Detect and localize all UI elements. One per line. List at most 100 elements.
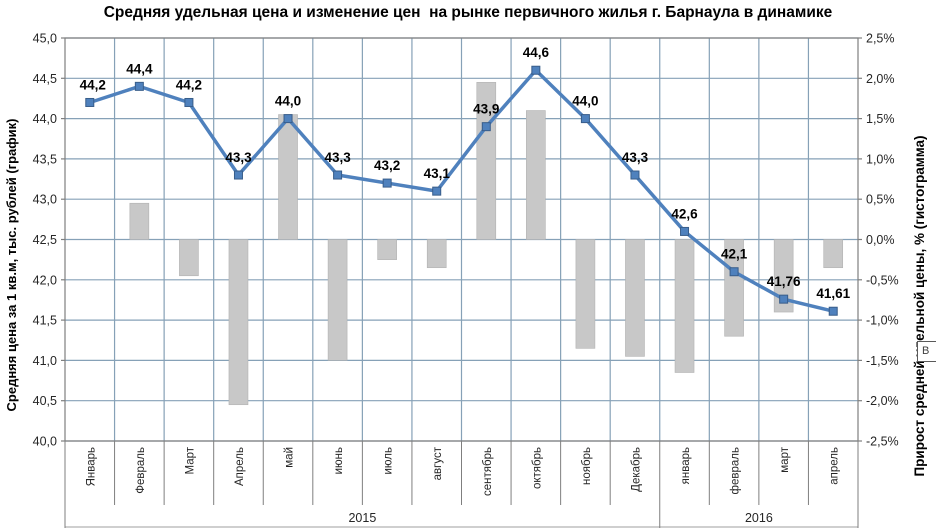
right-tick-label: 0,5% — [866, 193, 895, 207]
marker — [85, 97, 95, 107]
bar — [377, 239, 397, 260]
right-tick-label: 2,0% — [866, 72, 895, 86]
left-tick-label: 42,0 — [33, 273, 57, 287]
data-label: 43,2 — [374, 158, 400, 173]
month-label: апрель — [829, 447, 841, 485]
right-tick-label: -2,0% — [866, 394, 899, 408]
data-label: 43,3 — [622, 150, 649, 165]
data-label: 44,6 — [523, 45, 550, 60]
right-tick-label: 1,5% — [866, 112, 895, 126]
marker — [283, 114, 293, 124]
data-label: 41,61 — [816, 286, 850, 301]
month-label: июль — [383, 447, 395, 475]
category-separators — [64, 441, 859, 528]
axis-ticks — [61, 37, 862, 442]
marker — [531, 65, 541, 75]
left-tick-label: 42,5 — [33, 233, 57, 247]
data-label: 44,0 — [572, 94, 598, 109]
right-tick-labels: 2,5% 2,0% 1,5% 1,0% 0,5% 0,0% -0,5% -1,0% -1,5% -… — [866, 32, 899, 449]
year-label: 2016 — [745, 511, 773, 525]
bar — [278, 114, 298, 240]
data-label: 44,2 — [176, 77, 202, 92]
right-tick-label: -2,5% — [866, 435, 899, 449]
marker — [184, 97, 194, 107]
bar — [674, 239, 695, 373]
marker — [680, 226, 690, 236]
bar — [526, 110, 546, 240]
marker — [382, 178, 392, 188]
left-tick-label: 40,0 — [33, 435, 57, 449]
data-label: 42,6 — [671, 206, 698, 221]
left-tick-label: 44,5 — [33, 72, 57, 86]
category-labels: Январь Февраль Март Апрель май июнь июль август… — [85, 446, 840, 496]
marker — [481, 122, 491, 132]
data-label: 44,0 — [275, 94, 301, 109]
bar — [228, 239, 249, 406]
left-tick-label: 40,5 — [33, 394, 57, 408]
marker — [729, 267, 739, 277]
right-tick-label: 1,0% — [866, 152, 895, 166]
left-tick-label: 43,5 — [33, 152, 57, 166]
marker — [432, 186, 442, 196]
bar — [426, 239, 447, 269]
bar — [575, 239, 596, 349]
month-label: март — [779, 446, 791, 472]
marker — [134, 81, 144, 91]
right-tick-label: 0,0% — [866, 233, 895, 247]
year-label: 2015 — [348, 511, 376, 525]
line-markers — [85, 65, 838, 316]
data-label: 43,1 — [424, 166, 451, 181]
month-label: Январь — [85, 447, 97, 486]
left-tick-labels: 45,0 44,5 44,0 43,5 43,0 42,5 42,0 41,5 41,0 40,5… — [33, 32, 57, 449]
marker — [580, 114, 590, 124]
right-tick-label: -0,5% — [866, 273, 899, 287]
month-label: сентябрь — [482, 447, 494, 496]
bar — [625, 239, 645, 357]
data-label: 41,76 — [767, 274, 801, 289]
marker — [233, 170, 243, 180]
month-label: Декабрь — [630, 447, 642, 492]
marker — [828, 306, 838, 316]
marker — [779, 294, 789, 304]
right-tick-label: 2,5% — [866, 32, 895, 46]
bar — [179, 239, 199, 277]
month-label: июнь — [333, 447, 345, 474]
left-tick-label: 45,0 — [33, 32, 57, 46]
month-label: май — [284, 447, 296, 468]
month-label: октябрь — [531, 447, 543, 489]
left-tick-label: 43,0 — [33, 193, 57, 207]
marker — [333, 170, 343, 180]
bar — [327, 239, 348, 361]
bar — [129, 202, 150, 240]
data-label: 44,2 — [80, 77, 106, 92]
data-label: 43,3 — [324, 150, 351, 165]
data-label: 42,1 — [721, 247, 748, 262]
data-label: 43,9 — [473, 102, 499, 117]
month-label: Февраль — [135, 447, 147, 494]
bar — [724, 239, 744, 337]
month-label: февраль — [730, 447, 742, 494]
chart-title: Средняя удельная цена и изменение цен на… — [103, 4, 833, 21]
data-label: 43,3 — [225, 150, 252, 165]
month-label: Апрель — [234, 447, 246, 486]
price-line — [88, 68, 835, 313]
month-label: ноябрь — [581, 447, 593, 485]
data-labels: 44,2 44,4 44,2 43,3 44,0 43,3 43,2 43,1 43,9 44,6… — [80, 45, 851, 301]
data-label: 44,4 — [126, 61, 153, 76]
left-tick-label: 44,0 — [33, 112, 57, 126]
right-tick-label: -1,0% — [866, 314, 899, 328]
artifact-box: В — [917, 341, 936, 362]
month-label: Март — [184, 446, 196, 474]
bar-series — [129, 82, 844, 406]
left-tick-label: 41,5 — [33, 314, 57, 328]
bar — [773, 239, 794, 313]
month-label: август — [432, 446, 444, 480]
marker — [630, 170, 640, 180]
year-labels: 2015 2016 — [348, 511, 772, 525]
bar — [823, 239, 844, 269]
month-label: январь — [680, 447, 692, 484]
right-tick-label: -1,5% — [866, 354, 899, 368]
left-tick-label: 41,0 — [33, 354, 57, 368]
